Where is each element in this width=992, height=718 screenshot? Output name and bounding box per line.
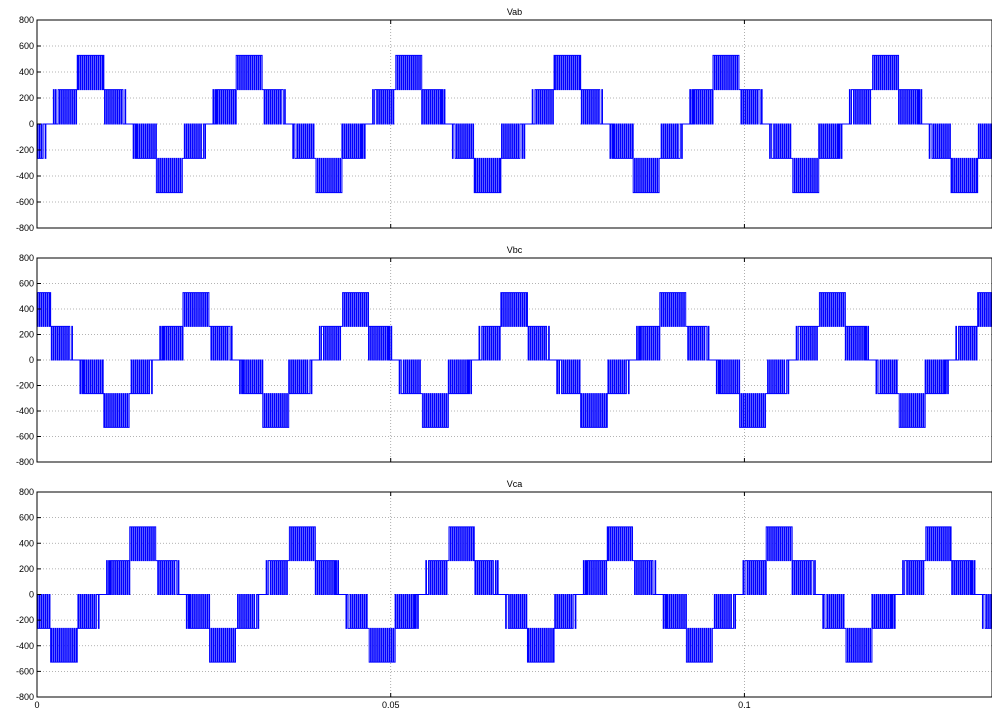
x-tick-label: 0.1 — [738, 700, 751, 710]
y-tick-label: -600 — [16, 432, 34, 442]
y-tick-label: -600 — [16, 666, 34, 676]
y-tick-label: -200 — [16, 145, 34, 155]
series-line-vab — [37, 54, 992, 194]
y-tick-label: 0 — [29, 590, 34, 600]
y-tick-label: -600 — [16, 197, 34, 207]
y-tick-label: 200 — [19, 564, 34, 574]
y-tick-label: -400 — [16, 641, 34, 651]
panel-vab: 800 600 400 200 0 -200 -400 -600 -800 Vab — [16, 7, 992, 233]
y-tick-label: -800 — [16, 692, 34, 702]
y-tick-label: -800 — [16, 457, 34, 467]
y-tick-label: 400 — [19, 538, 34, 548]
series-line-vbc — [37, 292, 992, 428]
y-tick-label: -400 — [16, 171, 34, 181]
y-tick-label: 200 — [19, 330, 34, 340]
y-tick-label: 400 — [19, 304, 34, 314]
y-tick-label: -200 — [16, 381, 34, 391]
y-tick-label: -200 — [16, 615, 34, 625]
y-tick-label: 600 — [19, 41, 34, 51]
y-tick-label: 800 — [19, 487, 34, 497]
y-tick-label: 0 — [29, 119, 34, 129]
x-tick-label: 0 — [34, 700, 39, 710]
panel-title: Vca — [507, 479, 523, 489]
panel-title: Vbc — [507, 245, 523, 255]
series-line-vca — [37, 526, 992, 663]
x-tick-label: 0.05 — [382, 700, 400, 710]
y-tick-label: 800 — [19, 15, 34, 25]
y-tick-label: 800 — [19, 253, 34, 263]
y-tick-label: 0 — [29, 355, 34, 365]
y-tick-label: -400 — [16, 406, 34, 416]
panel-vbc: 800 600 400 200 0 -200 -400 -600 -800 Vbc — [16, 245, 992, 467]
panel-title: Vab — [507, 7, 522, 17]
y-tick-label: -800 — [16, 223, 34, 233]
y-tick-label: 200 — [19, 93, 34, 103]
y-tick-label: 400 — [19, 67, 34, 77]
y-tick-label: 600 — [19, 513, 34, 523]
y-tick-label: 600 — [19, 279, 34, 289]
